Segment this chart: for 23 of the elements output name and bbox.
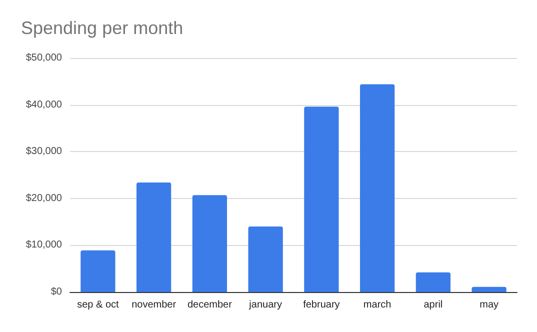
y-tick-label: $0	[50, 286, 62, 298]
y-tick-label: $20,000	[26, 192, 62, 204]
x-tick-label: january	[248, 300, 282, 310]
bar	[80, 250, 116, 292]
y-tick-label: $30,000	[26, 146, 62, 158]
y-tick-label: $40,000	[26, 99, 62, 110]
bar	[472, 286, 506, 292]
bar	[248, 226, 283, 292]
bar	[416, 272, 451, 292]
x-tick-label: march	[363, 300, 392, 310]
bar	[360, 84, 395, 292]
y-tick-label: $50,000	[26, 52, 62, 64]
bar	[304, 106, 339, 292]
chart-title: Spending per month	[21, 18, 184, 38]
x-tick-label: february	[303, 300, 340, 310]
bar	[136, 182, 172, 292]
x-tick-label: may	[480, 300, 499, 310]
bar	[192, 195, 228, 292]
x-tick-label: sep & oct	[77, 300, 119, 310]
x-tick-label: december	[187, 300, 233, 310]
x-tick-label: april	[424, 300, 443, 310]
y-tick-label: $10,000	[26, 240, 62, 251]
x-tick-label: november	[132, 300, 177, 310]
